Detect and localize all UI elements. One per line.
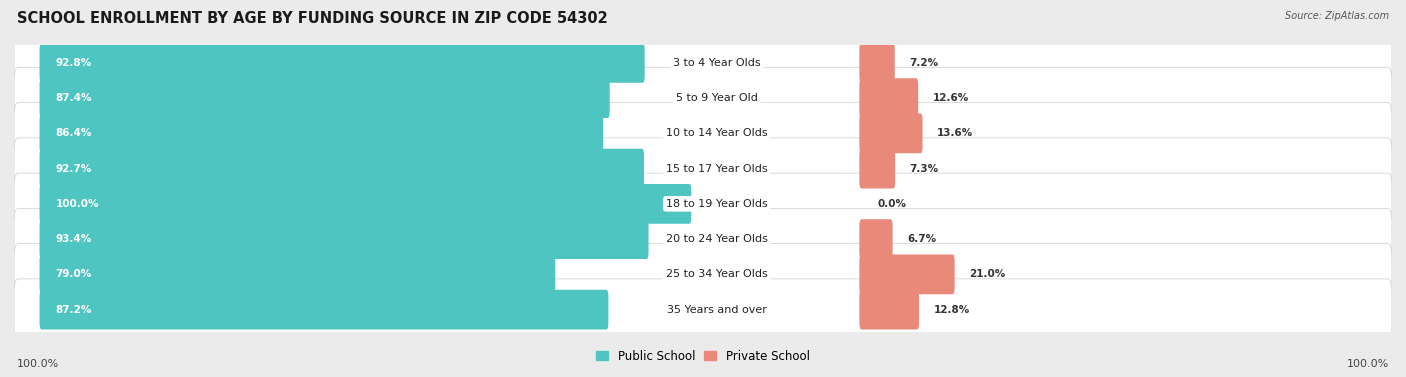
FancyBboxPatch shape: [39, 184, 692, 224]
Text: 92.8%: 92.8%: [55, 58, 91, 68]
Text: 35 Years and over: 35 Years and over: [666, 305, 766, 315]
Text: 87.4%: 87.4%: [55, 93, 91, 103]
Text: 20 to 24 Year Olds: 20 to 24 Year Olds: [666, 234, 768, 244]
Text: 15 to 17 Year Olds: 15 to 17 Year Olds: [666, 164, 768, 174]
FancyBboxPatch shape: [859, 78, 918, 118]
Text: 0.0%: 0.0%: [877, 199, 907, 209]
FancyBboxPatch shape: [14, 138, 1392, 199]
Text: 25 to 34 Year Olds: 25 to 34 Year Olds: [666, 269, 768, 279]
FancyBboxPatch shape: [859, 113, 922, 153]
Text: 86.4%: 86.4%: [55, 128, 91, 138]
FancyBboxPatch shape: [39, 149, 644, 188]
Text: 7.3%: 7.3%: [910, 164, 939, 174]
Text: 92.7%: 92.7%: [55, 164, 91, 174]
FancyBboxPatch shape: [39, 219, 648, 259]
Text: 18 to 19 Year Olds: 18 to 19 Year Olds: [666, 199, 768, 209]
Text: 6.7%: 6.7%: [907, 234, 936, 244]
Text: 21.0%: 21.0%: [969, 269, 1005, 279]
Text: 10 to 14 Year Olds: 10 to 14 Year Olds: [666, 128, 768, 138]
Text: 100.0%: 100.0%: [55, 199, 98, 209]
FancyBboxPatch shape: [859, 149, 896, 188]
FancyBboxPatch shape: [14, 244, 1392, 305]
FancyBboxPatch shape: [859, 43, 894, 83]
Text: 100.0%: 100.0%: [17, 359, 59, 369]
Text: 87.2%: 87.2%: [55, 305, 91, 315]
FancyBboxPatch shape: [859, 219, 893, 259]
FancyBboxPatch shape: [14, 208, 1392, 269]
Legend: Public School, Private School: Public School, Private School: [592, 345, 814, 367]
Text: 7.2%: 7.2%: [910, 58, 938, 68]
Text: 79.0%: 79.0%: [55, 269, 91, 279]
Text: 93.4%: 93.4%: [55, 234, 91, 244]
Text: Source: ZipAtlas.com: Source: ZipAtlas.com: [1285, 11, 1389, 21]
FancyBboxPatch shape: [14, 103, 1392, 164]
Text: 100.0%: 100.0%: [1347, 359, 1389, 369]
Text: 13.6%: 13.6%: [936, 128, 973, 138]
Text: 3 to 4 Year Olds: 3 to 4 Year Olds: [673, 58, 761, 68]
FancyBboxPatch shape: [14, 173, 1392, 234]
Text: 12.6%: 12.6%: [932, 93, 969, 103]
FancyBboxPatch shape: [14, 67, 1392, 128]
Text: 12.8%: 12.8%: [934, 305, 970, 315]
FancyBboxPatch shape: [859, 254, 955, 294]
FancyBboxPatch shape: [14, 279, 1392, 340]
FancyBboxPatch shape: [859, 290, 920, 329]
FancyBboxPatch shape: [39, 113, 603, 153]
FancyBboxPatch shape: [39, 43, 645, 83]
FancyBboxPatch shape: [14, 32, 1392, 93]
FancyBboxPatch shape: [39, 78, 610, 118]
Text: 5 to 9 Year Old: 5 to 9 Year Old: [676, 93, 758, 103]
FancyBboxPatch shape: [39, 290, 609, 329]
FancyBboxPatch shape: [39, 254, 555, 294]
Text: SCHOOL ENROLLMENT BY AGE BY FUNDING SOURCE IN ZIP CODE 54302: SCHOOL ENROLLMENT BY AGE BY FUNDING SOUR…: [17, 11, 607, 26]
